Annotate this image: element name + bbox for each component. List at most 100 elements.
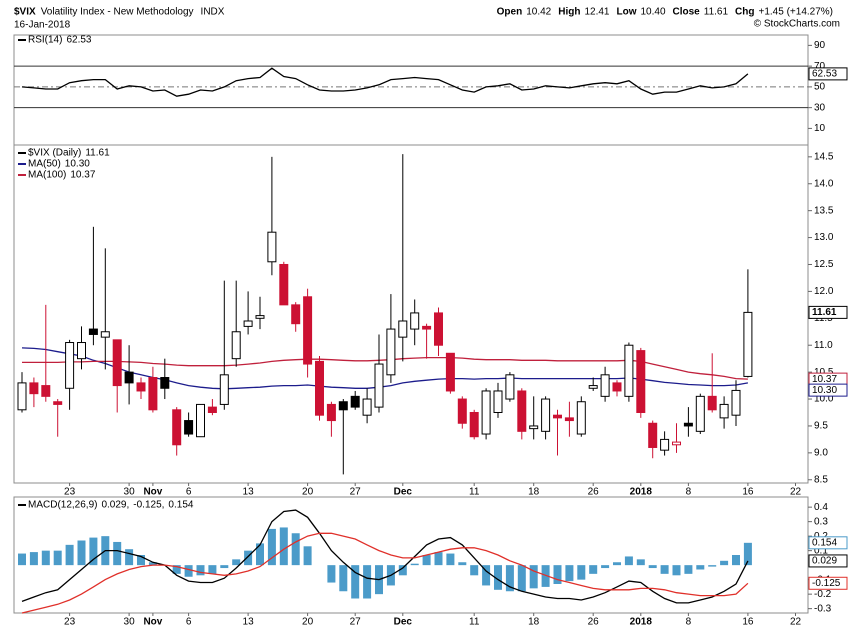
candle-body xyxy=(243,320,253,327)
y-tick-label: -0.2 xyxy=(814,589,832,600)
histogram-bar xyxy=(53,550,62,566)
candle-body xyxy=(469,411,479,438)
histogram-bar xyxy=(529,565,538,589)
legend-name: RSI(14) xyxy=(28,35,62,46)
candle-body xyxy=(291,304,301,325)
legend-value: 0.029 xyxy=(101,500,126,511)
candle-body xyxy=(374,363,384,408)
y-tick-label: 12.0 xyxy=(814,286,834,297)
candle-body xyxy=(434,312,443,346)
candle-body xyxy=(315,360,324,416)
histogram-bar xyxy=(220,565,229,569)
x-tick-label: Dec xyxy=(394,617,413,628)
candle-body xyxy=(707,395,717,411)
legend-name: $VIX (Daily) xyxy=(28,148,81,159)
y-tick-label: 14.0 xyxy=(814,178,834,189)
y-tick-label: 8.5 xyxy=(814,474,828,485)
x-tick-label: Nov xyxy=(143,487,162,498)
legend-value: -0.125 xyxy=(133,500,162,511)
legend-name: MACD(12,26,9) xyxy=(28,500,97,511)
y-tick-label: -0.3 xyxy=(814,603,832,614)
y-tick-label: 11.0 xyxy=(814,340,833,351)
panel-frame xyxy=(13,496,809,614)
histogram-bar xyxy=(684,565,693,574)
credit: © StockCharts.com xyxy=(754,19,840,30)
histogram-bar xyxy=(482,565,491,586)
symbol: $VIX xyxy=(14,7,36,18)
histogram-bar xyxy=(65,544,74,566)
candle-body xyxy=(612,382,622,392)
candle-body xyxy=(184,420,194,435)
histogram-bar xyxy=(470,565,479,576)
value-tag xyxy=(808,383,848,397)
candle-body xyxy=(136,382,146,392)
histogram-bar xyxy=(732,555,740,566)
x-tick-label: 8 xyxy=(686,617,692,628)
histogram-bar xyxy=(279,527,288,566)
candle-body xyxy=(743,311,753,377)
candle-body xyxy=(410,312,420,330)
histogram-bar xyxy=(708,565,717,567)
x-tick-label: 20 xyxy=(302,617,314,628)
x-tick-label: 13 xyxy=(243,487,255,498)
candle-body xyxy=(636,350,646,413)
candle-body xyxy=(77,342,86,360)
x-tick-label: 16 xyxy=(742,487,754,498)
histogram-bar xyxy=(553,565,562,584)
stat-label: High xyxy=(558,7,580,18)
histogram-bar xyxy=(601,565,610,569)
candle-body xyxy=(600,374,610,397)
x-tick-label: 22 xyxy=(790,617,802,628)
stat-label: Close xyxy=(673,7,701,18)
legend-separator: , xyxy=(127,500,130,511)
y-tick-label: 10 xyxy=(814,123,826,134)
histogram-bar xyxy=(624,556,633,566)
histogram-bar xyxy=(208,565,217,574)
candle-body xyxy=(386,328,396,376)
x-tick-label: 18 xyxy=(528,617,540,628)
candle-body xyxy=(231,331,241,360)
histogram-bar xyxy=(172,565,181,574)
candle-body xyxy=(481,390,491,435)
candle-body xyxy=(588,385,598,389)
candle-body xyxy=(65,342,75,389)
y-tick-label: 0.4 xyxy=(814,502,828,513)
value-tag-label: 62.53 xyxy=(812,69,837,80)
legend-name: MA(100) xyxy=(28,170,66,181)
value-tag xyxy=(808,305,848,319)
stat-label: Open xyxy=(497,7,523,18)
histogram-bar xyxy=(137,555,145,566)
candle-body xyxy=(660,438,670,451)
candle-body xyxy=(219,374,229,405)
value-tag-label: 10.37 xyxy=(812,374,837,385)
histogram-bar xyxy=(410,563,419,566)
y-tick-label: 0.1 xyxy=(814,545,828,556)
candle-body xyxy=(326,403,336,422)
y-tick-label: 0.3 xyxy=(814,516,828,527)
histogram-bar xyxy=(422,555,431,566)
macd-line xyxy=(21,509,749,604)
candle-body xyxy=(719,403,729,419)
x-tick-label: 2018 xyxy=(630,487,653,498)
candle-body xyxy=(422,325,432,330)
legend-value: 10.30 xyxy=(65,159,90,170)
legend-separator: , xyxy=(162,500,165,511)
x-tick-label: 2018 xyxy=(630,617,653,628)
histogram-bar xyxy=(577,565,586,580)
histogram-bar xyxy=(458,562,467,566)
stat-label: Chg xyxy=(735,7,754,18)
x-tick-label: Nov xyxy=(143,617,162,628)
candle-body xyxy=(172,409,182,446)
histogram-bar xyxy=(184,565,193,577)
histogram-bar xyxy=(494,565,502,590)
stat-label: Low xyxy=(616,7,636,18)
candle-body xyxy=(445,352,455,392)
candle-body xyxy=(160,377,170,389)
histogram-bar xyxy=(720,560,729,566)
stats: Open 10.42 High 12.41 Low 10.40 Close 11.61 Chg +… xyxy=(497,7,833,18)
candle-body xyxy=(255,315,265,319)
x-tick-label: 26 xyxy=(588,617,600,628)
candle-body xyxy=(553,414,562,419)
stat-value: 10.40 xyxy=(640,7,665,18)
